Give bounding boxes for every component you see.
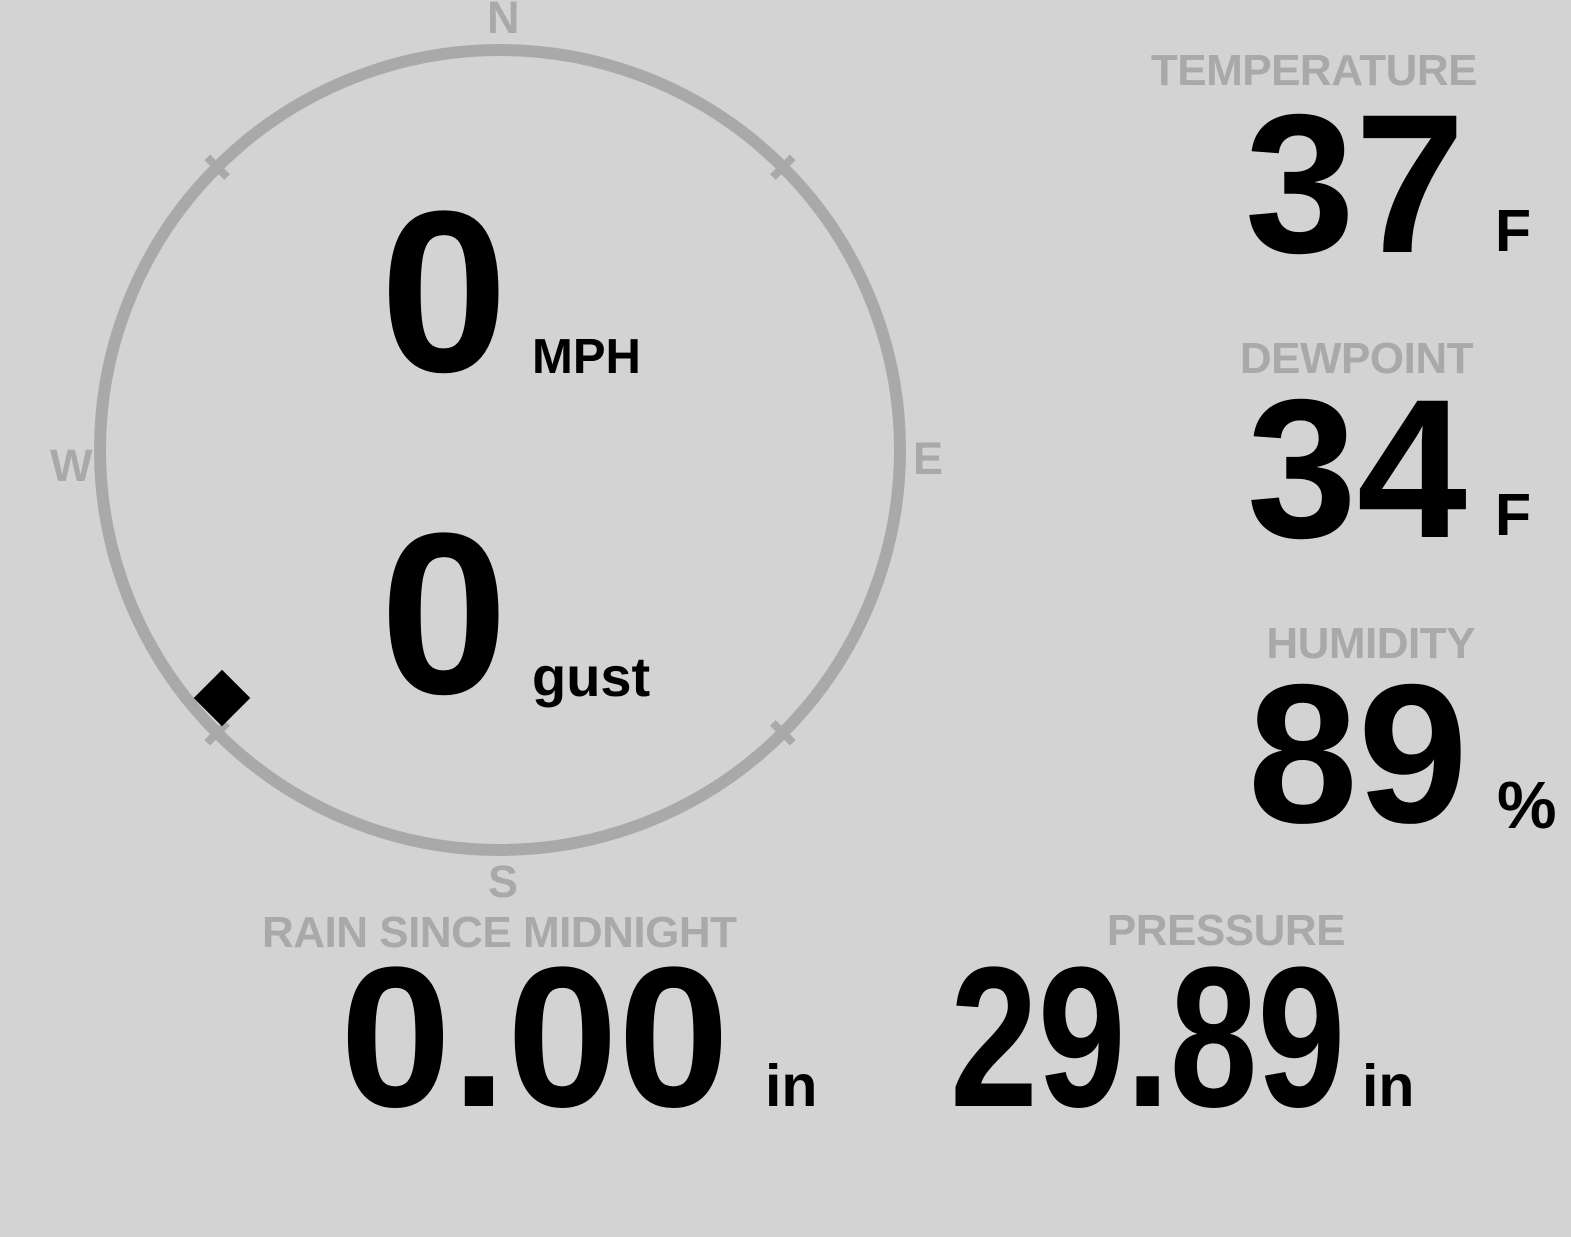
pressure-value: 29.89 xyxy=(950,926,1346,1149)
rain-unit: in xyxy=(765,1053,818,1119)
dewpoint-label: DEWPOINT xyxy=(1239,334,1474,383)
compass-ring xyxy=(94,44,906,856)
wind-gust-value: 0 xyxy=(380,485,508,742)
compass-label-east: E xyxy=(913,433,943,484)
wind-speed-value: 0 xyxy=(380,163,508,420)
humidity-unit: % xyxy=(1497,768,1557,843)
compass-label-west: W xyxy=(50,440,92,491)
compass-tick-nw xyxy=(204,154,230,180)
temperature-label: TEMPERATURE xyxy=(1150,46,1478,95)
compass-label-south: S xyxy=(488,856,518,907)
humidity-label: HUMIDITY xyxy=(1266,619,1475,668)
wind-speed-unit: MPH xyxy=(532,330,641,384)
compass-tick-ne xyxy=(770,154,796,180)
rain-value: 0.00 xyxy=(340,926,730,1149)
pressure-unit: in xyxy=(1362,1053,1415,1119)
wind-compass xyxy=(94,44,906,856)
compass-tick-sw xyxy=(204,720,230,746)
compass-label-north: N xyxy=(487,0,520,43)
dewpoint-unit: F xyxy=(1495,482,1532,548)
pressure-label: PRESSURE xyxy=(1106,906,1346,955)
rain-label: RAIN SINCE MIDNIGHT xyxy=(262,908,737,957)
compass-tick-se xyxy=(770,720,796,746)
humidity-value: 89 xyxy=(1247,643,1468,864)
temperature-value: 37 xyxy=(1244,73,1465,294)
temperature-unit: F xyxy=(1495,198,1532,264)
wind-gust-unit: gust xyxy=(532,645,651,708)
dewpoint-value: 34 xyxy=(1246,358,1467,579)
